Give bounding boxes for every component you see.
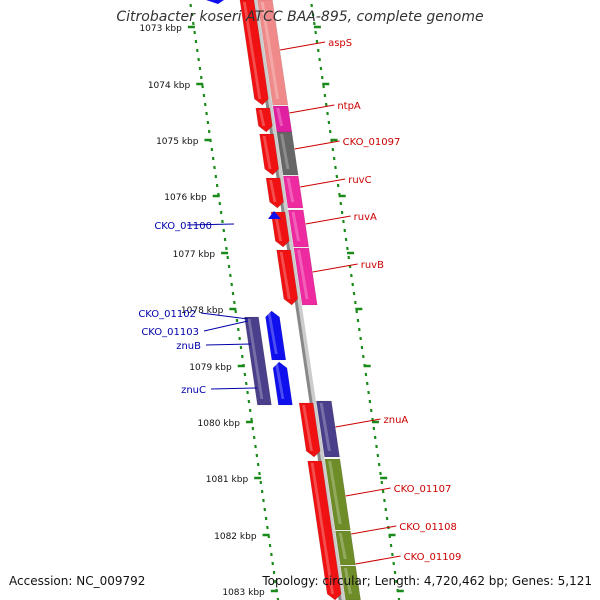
forward-cds-block xyxy=(265,177,284,209)
tick-label: 1081 kbp xyxy=(206,475,249,485)
tick-label: 1077 kbp xyxy=(173,250,216,260)
forward-gene-leader xyxy=(279,41,326,51)
label-layer: 1073 kbp 1074 kbp 1075 kbp 1076 kbp 1077 kbp… xyxy=(138,24,461,598)
forward-gene-label: aspS xyxy=(328,38,352,49)
forward-gene-label: znuA xyxy=(383,415,408,426)
forward-gene-label: CKO_01097 xyxy=(343,137,401,148)
forward-gene-CKO_01109 xyxy=(340,565,361,600)
forward-gene-label: ruvB xyxy=(361,260,384,271)
forward-gene-label: ruvC xyxy=(348,175,371,186)
forward-cds-block xyxy=(276,249,299,306)
reverse-gene-leader xyxy=(200,312,249,320)
forward-gene-leader xyxy=(335,418,381,428)
reverse-gene-label: CKO_01103 xyxy=(141,327,199,338)
tick-label: 1074 kbp xyxy=(148,81,191,91)
reverse-gene-block-blue-a xyxy=(265,310,287,361)
forward-gene-label: CKO_01107 xyxy=(394,484,452,495)
tick-label: 1075 kbp xyxy=(156,137,199,147)
topology-text: Topology: circular; Length: 4,720,462 bp… xyxy=(262,574,592,588)
forward-gene-label: ruvA xyxy=(354,212,377,223)
forward-gene-leader xyxy=(300,178,346,188)
reverse-gene-label: znuC xyxy=(181,385,206,396)
reverse-gene-leader xyxy=(210,387,258,390)
forward-cds-block xyxy=(298,402,321,458)
forward-gene-CKO_01108 xyxy=(335,530,356,566)
reverse-gene-top-fragment xyxy=(206,0,224,4)
tick-label: 1079 kbp xyxy=(189,363,232,373)
accession-text: Accession: NC_009792 xyxy=(9,574,146,588)
forward-gene-leader xyxy=(355,555,401,565)
tick-label: 1078 kbp xyxy=(181,306,224,316)
reverse-gene-leader xyxy=(203,320,249,332)
reverse-gene-block-blue-b xyxy=(272,361,293,406)
forward-gene-CKO_01107 xyxy=(324,458,351,531)
reverse-tick-track xyxy=(189,3,280,600)
reverse-gene-label: CKO_01102 xyxy=(138,309,196,320)
reverse-gene-leader xyxy=(186,223,235,226)
tick-label: 1082 kbp xyxy=(214,532,257,542)
reverse-gene-block-purple xyxy=(244,316,272,406)
forward-gene-leader xyxy=(294,140,340,150)
genome-title: Citrobacter koseri ATCC BAA-895, complet… xyxy=(116,9,484,25)
forward-gene-ruvB xyxy=(293,247,318,306)
gene-layer xyxy=(206,0,361,600)
forward-gene-CKO_01097 xyxy=(276,131,299,176)
tick-layer xyxy=(187,3,404,600)
reverse-gene-small-arrow xyxy=(268,211,281,219)
forward-cds-block xyxy=(270,211,290,248)
forward-gene-leader xyxy=(289,104,335,114)
reverse-gene-leader xyxy=(205,343,252,346)
forward-gene-leader xyxy=(345,487,391,497)
reverse-gene-label: znuB xyxy=(176,341,201,352)
forward-cds-block xyxy=(307,460,342,600)
forward-cds-block xyxy=(255,107,273,133)
forward-gene-ruvC xyxy=(282,175,304,209)
tick-label: 1076 kbp xyxy=(164,193,207,203)
forward-gene-leader xyxy=(305,215,351,225)
forward-gene-label: ntpA xyxy=(337,101,361,112)
forward-gene-aspS xyxy=(257,0,289,106)
forward-gene-label: CKO_01109 xyxy=(404,552,462,563)
forward-gene-leader xyxy=(351,525,397,535)
forward-gene-label: CKO_01108 xyxy=(399,522,457,533)
reverse-gene-label: CKO_01100 xyxy=(154,221,212,232)
tick-label: 1080 kbp xyxy=(198,419,241,429)
forward-cds-block xyxy=(259,133,280,176)
forward-gene-leader xyxy=(312,263,358,273)
forward-cds-block xyxy=(239,0,269,106)
tick-label: 1073 kbp xyxy=(139,24,182,34)
forward-gene-ruvA xyxy=(287,209,310,248)
forward-gene-znuA xyxy=(315,400,340,458)
forward-gene-ntpA xyxy=(272,105,293,133)
tick-label: 1083 kbp xyxy=(222,588,265,598)
